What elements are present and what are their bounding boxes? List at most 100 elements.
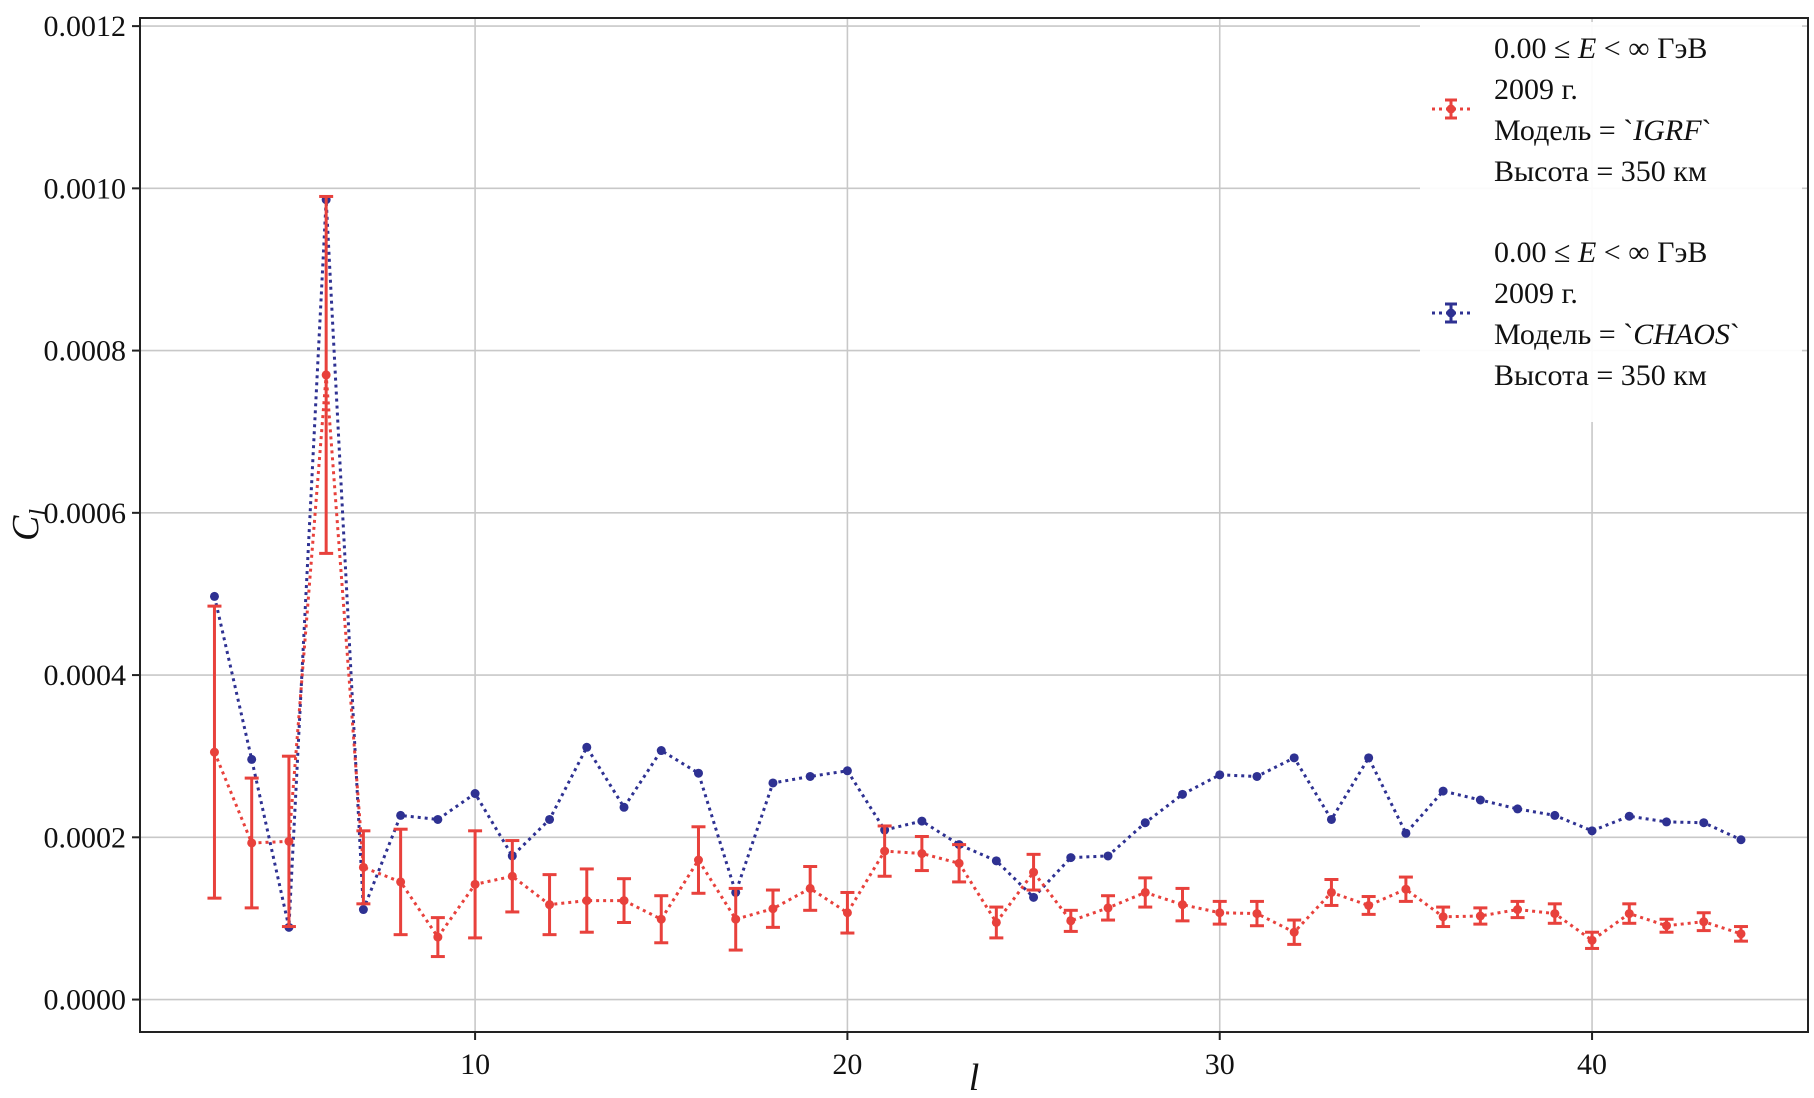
data-point (545, 814, 555, 824)
data-point (656, 746, 666, 756)
data-point (1475, 795, 1485, 805)
data-point (247, 754, 257, 764)
data-point (284, 836, 294, 846)
data-point (1289, 753, 1299, 763)
data-point (470, 879, 480, 889)
legend-entry-line: 2009 г. (1494, 277, 1578, 310)
data-point (805, 771, 815, 781)
data-point (545, 900, 555, 910)
data-point (768, 904, 778, 914)
data-point (1587, 826, 1597, 836)
series-1 (209, 195, 1746, 932)
data-point (842, 766, 852, 776)
data-point (321, 370, 331, 380)
legend-entry-line: Высота = 350 км (1494, 359, 1707, 392)
legend-entry-line: Высота = 350 км (1494, 155, 1707, 188)
data-point (1736, 835, 1746, 845)
x-axis-label: l (969, 1057, 980, 1098)
y-tick-label: 0.0012 (44, 10, 127, 43)
data-point (1066, 853, 1076, 863)
data-point (619, 896, 629, 906)
ticks: 0.0000 0.0002 0.0004 0.0006 0.0008 0.0010 0.00… (44, 10, 1608, 1081)
data-point (433, 814, 443, 824)
legend-entry-line: Модель = `CHAOS` (1494, 318, 1740, 351)
data-point (768, 778, 778, 788)
data-point (991, 856, 1001, 866)
y-tick-label: 0.0002 (44, 821, 127, 854)
data-point (507, 871, 517, 881)
data-point (1513, 804, 1523, 814)
data-point (1736, 929, 1746, 939)
data-point (1364, 900, 1374, 910)
legend-swatch-marker (1446, 104, 1456, 114)
data-point (1401, 884, 1411, 894)
data-point (1215, 770, 1225, 780)
data-point (619, 802, 629, 812)
data-point (247, 838, 257, 848)
data-point (1587, 935, 1597, 945)
y-axis-label: Cl (5, 509, 52, 541)
data-point (954, 858, 964, 868)
legend-swatch-marker (1446, 308, 1456, 318)
y-tick-label: 0.0008 (44, 335, 127, 368)
data-point (731, 914, 741, 924)
series-0 (207, 194, 1748, 959)
data-point (1326, 887, 1336, 897)
data-point (1140, 887, 1150, 897)
data-point (470, 789, 480, 799)
data-point (1475, 911, 1485, 921)
data-point (1550, 810, 1560, 820)
y-tick-label: 0.0006 (44, 497, 127, 530)
data-point (1699, 818, 1709, 828)
data-point (693, 855, 703, 865)
data-point (396, 877, 406, 887)
data-point (1178, 789, 1187, 799)
data-point (1624, 909, 1634, 919)
data-point (396, 810, 406, 820)
data-point (880, 846, 890, 856)
data-point (1103, 851, 1113, 861)
data-point (209, 591, 219, 601)
data-point (1401, 828, 1411, 838)
legend-entry-line: 2009 г. (1494, 73, 1578, 106)
series-layer (207, 194, 1748, 959)
y-tick-label: 0.0000 (44, 984, 127, 1017)
data-point (1178, 900, 1187, 910)
data-point (358, 905, 368, 915)
data-point (582, 896, 592, 906)
data-point (805, 883, 815, 893)
data-point (1438, 912, 1448, 922)
data-point (1550, 909, 1560, 919)
data-point (656, 914, 666, 924)
legend-entry-line: Модель = `IGRF` (1494, 114, 1712, 147)
data-point (209, 747, 219, 757)
data-point (1252, 909, 1262, 919)
data-point (582, 742, 592, 752)
legend-entry-line: 0.00 ≤ E < ∞ ГэВ (1494, 236, 1707, 269)
y-axis-label-text: Cl (5, 509, 52, 541)
x-tick-label: 20 (832, 1048, 862, 1081)
data-point (433, 932, 443, 942)
data-point (1289, 927, 1299, 937)
y-tick-label: 0.0010 (44, 172, 127, 205)
legend-box (1420, 22, 1802, 422)
data-point (1662, 817, 1672, 827)
data-point (1513, 905, 1523, 915)
data-point (358, 862, 368, 872)
legend-entry-line: 0.00 ≤ E < ∞ ГэВ (1494, 32, 1707, 65)
data-point (1140, 818, 1150, 828)
data-point (842, 908, 852, 918)
data-point (1438, 786, 1448, 796)
x-tick-label: 40 (1577, 1048, 1607, 1081)
axis-labels: l Cl (5, 509, 979, 1098)
data-point (693, 768, 703, 778)
plot-frame (139, 17, 1809, 1033)
data-point (1699, 917, 1709, 927)
data-point (1029, 892, 1039, 902)
y-tick-label: 0.0004 (44, 659, 127, 692)
x-tick-label: 10 (460, 1048, 490, 1081)
series-line (213, 374, 1742, 943)
data-point (917, 849, 927, 859)
legend: 0.00 ≤ E < ∞ ГэВ 2009 г. Модель = `IGRF` Вы… (1420, 22, 1802, 422)
